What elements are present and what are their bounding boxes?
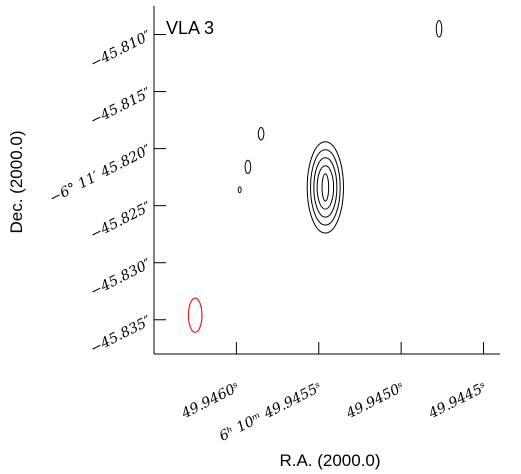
beam-layer — [187, 297, 203, 333]
contour-source-1-level-4 — [316, 165, 335, 210]
contour-source-2-level-1 — [257, 127, 265, 141]
contour-source-3-level-1 — [244, 159, 252, 174]
plot-title: VLA 3 — [166, 18, 214, 38]
y-tick-label-3: −6° 11′ 45.820″ — [47, 142, 155, 207]
y-axis: −45.810″ −45.815″ −6° 11′ 45.820″−45.825″ −… — [47, 27, 166, 357]
y-tick-label-4: −45.825″ — [88, 199, 155, 244]
y-tick-label-1: −45.810″ — [88, 27, 155, 72]
y-axis-label: Dec. (2000.0) — [7, 131, 26, 234]
contour-source-1-level-2 — [310, 149, 341, 226]
y-tick-label-2: −45.815″ — [88, 85, 155, 130]
y-tick-label-5: −45.830″ — [88, 256, 155, 301]
contour-layer — [237, 20, 443, 234]
x-axis-label: R.A. (2000.0) — [279, 451, 380, 470]
y-tick-label-6: −45.835″ — [88, 313, 155, 358]
contour-source-1-level-5 — [321, 173, 330, 202]
contour-source-4-level-1 — [237, 186, 242, 194]
x-tick-label-4: 49.9445ˢ — [425, 379, 489, 422]
beam-ellipse — [187, 297, 203, 333]
contour-source-5-level-1 — [435, 20, 443, 38]
x-tick-label-3: 49.9450ˢ — [343, 379, 407, 422]
x-tick-label-1: 49.9460ˢ — [178, 379, 242, 422]
plot-frame — [153, 6, 500, 355]
contour-source-1-level-3 — [313, 157, 338, 218]
contour-source-1-level-1 — [306, 141, 344, 234]
